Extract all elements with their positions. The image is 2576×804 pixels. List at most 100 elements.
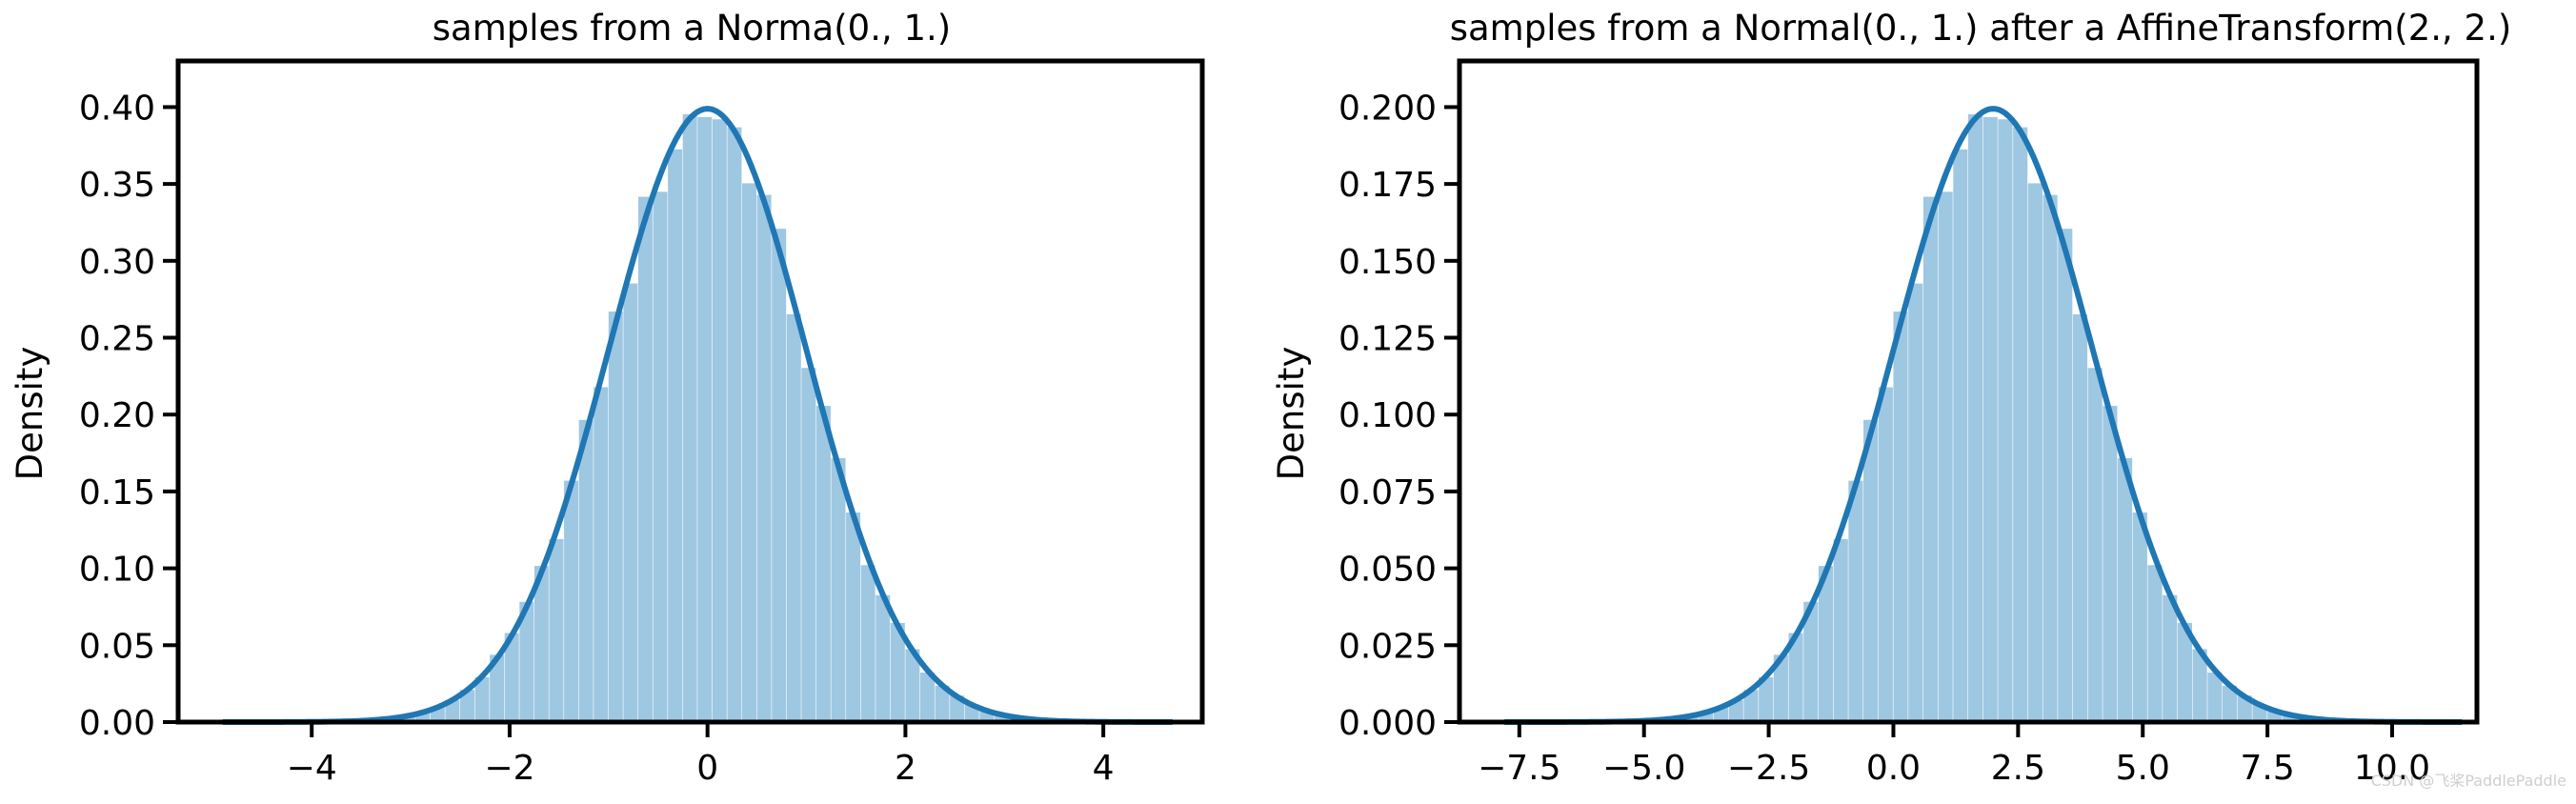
histogram-bar [950,695,965,722]
y-tick-label: 0.40 [79,89,155,128]
right-chart-frame [1457,58,2480,725]
histogram-bar [905,649,920,722]
histogram-bar [1759,676,1774,722]
x-tick-label: 10.0 [2354,749,2430,788]
kde-line [1504,106,2463,725]
kde-line [222,106,1173,725]
y-tick-label: 0.05 [79,627,155,666]
histogram-bar [1893,312,1908,722]
left-chart: samples from a Norma(0., 1.) Density −4−… [10,8,1205,788]
histogram-bar [623,283,638,722]
histogram-bar [979,711,995,722]
histogram-bar [742,183,757,722]
histogram-bar [474,676,490,722]
histogram-bar [756,194,772,722]
histogram-bar [400,715,415,722]
histogram-bar [1728,699,1743,722]
histogram-bar [2163,594,2178,722]
histogram-bar [846,513,861,722]
histogram-bar [637,196,653,723]
x-tick-label: 0 [696,749,718,788]
histogram-bar [935,685,950,722]
histogram-bar [2267,711,2283,722]
histogram-bar [801,368,816,722]
histogram-bar [1773,654,1788,722]
histogram-bar [415,712,431,722]
histogram-bar [815,406,831,722]
y-tick-label: 0.15 [79,473,155,513]
histogram-bar [2223,685,2238,722]
histogram-bar [1922,196,1938,723]
histogram-bar [653,191,668,722]
histogram-bar [2087,368,2103,722]
histogram-bar [712,119,727,723]
right-chart-xticks: −7.5 −5.0 −2.5 0.0 2.5 5.0 7.5 10.0 [1478,722,2430,788]
histogram-bar [860,565,875,722]
histogram-bar [549,538,564,722]
y-tick-label: 0.050 [1338,551,1437,590]
y-tick-label: 0.025 [1338,627,1437,666]
histogram-bar [2177,622,2192,722]
histogram-bar [1863,419,1879,722]
x-tick-label: −2.5 [1727,749,1810,788]
histogram-bar [1938,191,1953,722]
histogram-bar [1818,566,1834,722]
histogram-bar [2103,406,2118,722]
histogram-bar [2118,457,2133,722]
histogram-bar [490,654,505,722]
y-tick-label: 0.10 [79,551,155,590]
histogram-bar [1878,387,1893,722]
right-chart-yticks: 0.000 0.025 0.050 0.075 0.100 0.125 0.150 0.175… [1338,89,1459,743]
histogram-bar [1803,601,1819,722]
histogram-bar [1908,283,1923,722]
x-tick-label: −5.0 [1602,749,1685,788]
histogram-bar [1788,633,1803,722]
histogram-bar [1968,113,1983,723]
histogram-bar [668,149,683,722]
histogram-bar [2058,229,2073,723]
histogram-bar [875,594,891,722]
y-tick-label: 0.00 [79,704,155,743]
histogram-bar [533,566,549,722]
histogram-bar [2072,313,2088,722]
x-tick-label: 0.0 [1866,749,1921,788]
histogram-bar [994,714,1009,722]
right-chart-title: samples from a Normal(0., 1.) after a Af… [1450,8,2512,49]
histogram-bar [504,633,519,722]
x-tick-label: 4 [1093,749,1115,788]
y-tick-label: 0.30 [79,243,155,282]
histogram-bar [2027,183,2043,722]
x-tick-label: −7.5 [1478,749,1560,788]
histogram-bar [1982,116,1998,722]
histogram-bar [2237,695,2252,722]
y-tick-label: 0.35 [79,166,155,205]
histogram-bar [2192,649,2207,722]
left-chart-kde [222,106,1173,725]
x-tick-label: 2.5 [1991,749,2045,788]
histogram-bar [519,601,534,722]
histogram-bar [2132,513,2147,722]
x-tick-label: −4 [287,749,337,788]
x-tick-label: 2 [895,749,916,788]
histogram-bar [890,622,905,722]
y-tick-label: 0.175 [1338,166,1437,205]
histogram-bar [445,699,460,722]
left-chart-yticks: 0.00 0.05 0.10 0.15 0.20 0.25 0.30 0.35 0.40 [79,89,178,743]
y-tick-label: 0.075 [1338,473,1437,513]
histogram-bar [564,480,579,722]
histogram-bar [1743,690,1759,722]
histogram-bar [1953,149,1968,722]
histogram-bar [1683,715,1699,722]
right-chart-bars [1504,113,2462,723]
histogram-bar [460,690,474,722]
histogram-bar [1833,538,1848,722]
histogram-bar [772,229,787,723]
watermark: CSDN @飞桨PaddlePaddle [2370,772,2566,790]
histogram-bar [831,457,846,722]
histogram-bar [727,127,742,722]
histogram-bar [608,312,623,722]
histogram-bar [594,387,609,722]
left-chart-frame [175,58,1205,725]
left-chart-xticks: −4 −2 0 2 4 [287,722,1115,788]
x-tick-label: 7.5 [2240,749,2294,788]
